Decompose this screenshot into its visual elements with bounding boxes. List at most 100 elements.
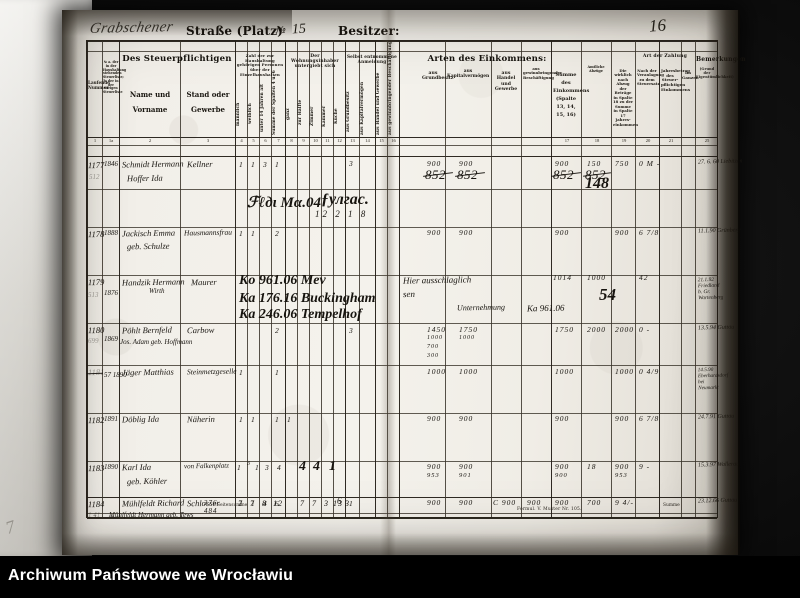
col-number-11: 11 (325, 138, 330, 143)
row-amount-5: 900 (555, 498, 570, 507)
row-amount-3: 900 (555, 414, 570, 423)
row-count-1: 2 (275, 326, 280, 335)
col-caption-18: Amtliche Abzüge (587, 65, 605, 74)
row-count-1: 1 (239, 368, 244, 377)
row-cross-note-3: Ka 246.06 Tempelhof (239, 307, 362, 322)
col-caption-16b: aus gewinnbringender Beschäftigung (523, 66, 563, 80)
col-number-14: 14 (365, 138, 370, 143)
row-amount-7: 9 4/- (615, 498, 634, 507)
group-header-household: Zahl der zur Haushaltung gehörigen Perso… (236, 53, 284, 77)
col-number-footer-2: 1a (108, 514, 114, 519)
col-number-20: 20 (645, 138, 651, 143)
totals-b-4: 13 (333, 499, 343, 508)
row-right-note-2: sen (402, 288, 416, 300)
col-caption-11: Kammer (322, 105, 327, 127)
row-amount-5: 900 (615, 462, 630, 471)
left-edge-soiling (62, 10, 78, 555)
row-count-2: 3 (247, 461, 251, 467)
row-amount-sub-1: 1000 (427, 335, 443, 341)
totals-carry-bottom: 484 (204, 507, 218, 515)
col-caption-9: zur Hälfte (298, 99, 303, 125)
row-amount-5: 0 4/9 (639, 367, 660, 376)
row-trade: Carbow (186, 324, 215, 336)
col-caption-20: Nach der Veranlagung zu dem Steuersatz (637, 68, 664, 87)
col-caption-15: aus Handel und Gewerbe (376, 72, 381, 135)
row-amount-2: 1000 (587, 273, 606, 282)
col-caption-21: Jahresbetrag des Steuer-pflichtigen Eink… (661, 68, 691, 92)
row-amount-struck-1: 852 (425, 167, 446, 182)
row-amount-4: 2000 (587, 325, 606, 334)
row-amount-1: 1000 (427, 367, 446, 376)
group-header-apartment: Selbst entnommene Anmeldung (346, 54, 398, 64)
row-count-5: 4 (277, 463, 282, 472)
row-amount-1: 900 (427, 462, 442, 471)
group-header-residence: Der Wohnungsinhaber untergiebt sich (291, 54, 339, 69)
col-caption-6: unter 14 Jahren alt (260, 83, 265, 133)
row-cross-note-2: Ka 176.16 Buckingham (239, 291, 376, 306)
row-right-note-3: Unternehmung (456, 302, 506, 313)
row-trade: Steinmetzgeselle (186, 366, 237, 377)
row-name: Pöhlt Bernfeld (121, 324, 172, 336)
row-amount-1: 900 (427, 228, 442, 237)
row-amount-6: 700 (587, 498, 602, 507)
col-number-4: 4 (240, 138, 243, 143)
group-header-remarks-sub: (Grund der Eigentümlichkeit) (696, 67, 734, 79)
row-remark: 11.1.90 Grünberg (697, 227, 741, 235)
col-caption-8: ganz (286, 108, 291, 120)
row-remark: 23.12.66 Guttau (697, 497, 738, 505)
row-amount-4: 900 (615, 414, 630, 423)
totals-a-2: 7 (250, 499, 255, 508)
row-count-large-3: 1 (329, 459, 336, 474)
row-amount-3: 900 (555, 159, 570, 168)
row-remark: 15.3.97 Wallerau (697, 461, 740, 469)
row-amount-sub-3: 900 (555, 472, 568, 479)
col-number-15: 15 (379, 138, 384, 143)
col-caption-17: Summe des Einkommens (Spalte 13, 14, 15,… (553, 72, 590, 118)
row-name-secondary: Hoffer Ida (126, 172, 163, 184)
row-prev-number: 699 (88, 337, 99, 345)
row-name: Jackisch Emma (121, 227, 176, 239)
row-count-large-1: 4 (299, 459, 306, 474)
col-number-6: 6 (264, 138, 267, 143)
row-count-2: 3 (349, 326, 354, 335)
col-number-1: 1 (93, 138, 97, 143)
col-caption-15b: aus Handel und Gewerbe (494, 71, 518, 93)
row-amount-struck-3: 852 (553, 167, 574, 182)
row-count-5: 3 (349, 159, 354, 168)
col-caption-1a: № a. der in der Haushaltung stehenden St… (103, 60, 127, 95)
row-amount-3: C 900 (493, 498, 517, 507)
row-count-2: 1 (251, 415, 256, 424)
totals-b-3: 3 (324, 499, 329, 508)
col-number-2: 2 (148, 138, 152, 143)
row-name: Jäger Matthias (121, 366, 174, 378)
row-count-3: 4 (263, 499, 268, 508)
row-count-2: 1 (251, 229, 256, 238)
row-number: 1179 (87, 276, 105, 288)
col-number-18: 18 (594, 138, 600, 143)
row-count-1: 1 (239, 415, 244, 424)
row-number: 1180 (87, 324, 105, 336)
row-register-number: 1869 (104, 335, 118, 343)
row-amount-2: 900 (459, 159, 474, 168)
archive-watermark-text: Archiwum Państwowe we Wrocławiu (8, 567, 294, 584)
row-name-secondary: geb. Schulze (126, 240, 170, 252)
number-symbol: № (276, 26, 286, 36)
row-name: Karl Ida (121, 461, 152, 473)
row-amount-6: 0 M - (639, 159, 661, 168)
col-number-footer-1: 1 (93, 514, 97, 519)
col-number-5: 5 (252, 138, 255, 143)
street-name-handwritten: Grabschener (88, 19, 175, 37)
row-register-number: 1890 (104, 463, 118, 471)
row-prev-number: 512 (89, 173, 100, 181)
totals-b-1: 7 (300, 499, 305, 508)
row-count-6: 1 (349, 499, 354, 508)
row-amount-2: 1000 (459, 367, 478, 376)
col-caption-19: Die wirklich nach Abzug der Beträge in S… (613, 68, 638, 127)
row-amount-3: 42 (639, 273, 649, 282)
col-caption-14b: aus Kapitalvermögen (447, 69, 490, 80)
row-remark: 27. 6. 60 Liebitzen (697, 158, 743, 166)
form-imprint: Formul. V. Muster Nr. 105. (517, 507, 582, 512)
row-amount-6: 9 - (639, 462, 651, 471)
row-amount-3: 900 (555, 462, 570, 471)
col-caption-1: Laufende Nummer (88, 80, 110, 90)
